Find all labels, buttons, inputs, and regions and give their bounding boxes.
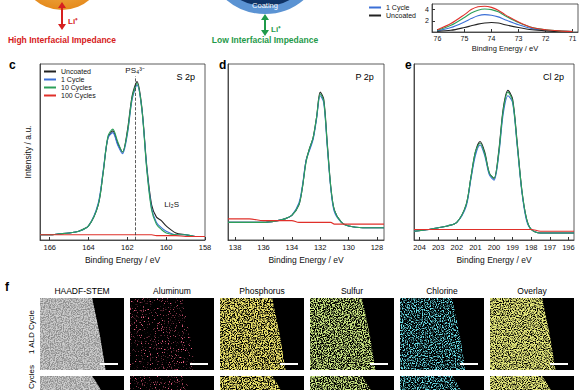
svg-text:Li₂S: Li₂S xyxy=(164,200,179,209)
svg-text:100 Cycles: 100 Cycles xyxy=(61,92,96,100)
svg-text:Low Interfacial Impedance: Low Interfacial Impedance xyxy=(212,35,319,45)
svg-text:High Interfacial Impedance: High Interfacial Impedance xyxy=(8,35,116,45)
svg-text:72: 72 xyxy=(542,35,550,42)
svg-text:4: 4 xyxy=(425,6,429,13)
svg-text:138: 138 xyxy=(229,243,242,252)
svg-text:136: 136 xyxy=(257,243,270,252)
svg-text:Intensity / a.u.: Intensity / a.u. xyxy=(23,126,33,179)
svg-text:Binding Energy / eV: Binding Energy / eV xyxy=(472,44,538,53)
svg-text:Cycles: Cycles xyxy=(27,365,36,389)
svg-text:Binding Energy / eV: Binding Energy / eV xyxy=(456,255,531,265)
svg-text:PS₄³⁻: PS₄³⁻ xyxy=(125,66,145,75)
svg-text:162: 162 xyxy=(121,243,134,252)
svg-text:Aluminum: Aluminum xyxy=(153,286,191,296)
svg-text:71: 71 xyxy=(569,35,577,42)
svg-text:200: 200 xyxy=(488,243,501,252)
svg-text:1 Cycle: 1 Cycle xyxy=(386,4,409,12)
svg-text:Coating: Coating xyxy=(252,1,278,10)
svg-text:Chlorine: Chlorine xyxy=(426,286,458,296)
svg-text:HAADF-STEM: HAADF-STEM xyxy=(54,286,109,296)
svg-text:Uncoated: Uncoated xyxy=(61,68,91,75)
svg-text:Overlay: Overlay xyxy=(517,286,547,296)
svg-text:166: 166 xyxy=(43,243,56,252)
svg-text:197: 197 xyxy=(544,243,557,252)
svg-text:198: 198 xyxy=(525,243,538,252)
svg-text:2: 2 xyxy=(425,17,429,24)
svg-text:160: 160 xyxy=(160,243,173,252)
svg-text:f: f xyxy=(5,280,10,294)
svg-text:196: 196 xyxy=(562,243,575,252)
svg-text:164: 164 xyxy=(82,243,95,252)
svg-text:1 Cycle: 1 Cycle xyxy=(61,76,84,84)
svg-text:204: 204 xyxy=(413,243,426,252)
svg-text:76: 76 xyxy=(434,35,442,42)
svg-text:Li⁺: Li⁺ xyxy=(271,25,281,34)
svg-text:132: 132 xyxy=(314,243,327,252)
svg-text:202: 202 xyxy=(451,243,464,252)
svg-text:Uncoated: Uncoated xyxy=(386,12,416,19)
svg-text:73: 73 xyxy=(515,35,523,42)
svg-text:Phosphorus: Phosphorus xyxy=(239,286,284,296)
svg-text:199: 199 xyxy=(506,243,519,252)
svg-text:Binding Energy / eV: Binding Energy / eV xyxy=(85,255,160,265)
svg-text:S 2p: S 2p xyxy=(176,72,195,82)
svg-text:c: c xyxy=(9,58,16,72)
svg-text:10 Cycles: 10 Cycles xyxy=(61,84,92,92)
svg-text:75: 75 xyxy=(461,35,469,42)
svg-text:Sulfur: Sulfur xyxy=(341,286,363,296)
svg-text:130: 130 xyxy=(342,243,355,252)
svg-text:134: 134 xyxy=(286,243,299,252)
svg-text:Li⁺: Li⁺ xyxy=(68,17,78,26)
svg-text:P 2p: P 2p xyxy=(355,72,373,82)
svg-text:e: e xyxy=(405,58,412,72)
svg-text:158: 158 xyxy=(199,243,212,252)
svg-text:128: 128 xyxy=(371,243,384,252)
svg-text:d: d xyxy=(219,58,226,72)
svg-text:203: 203 xyxy=(432,243,445,252)
svg-text:74: 74 xyxy=(488,35,496,42)
svg-text:1 ALD Cycle: 1 ALD Cycle xyxy=(27,309,36,354)
svg-text:Binding Energy / eV: Binding Energy / eV xyxy=(268,255,343,265)
svg-text:Cl 2p: Cl 2p xyxy=(543,72,564,82)
svg-text:201: 201 xyxy=(469,243,482,252)
